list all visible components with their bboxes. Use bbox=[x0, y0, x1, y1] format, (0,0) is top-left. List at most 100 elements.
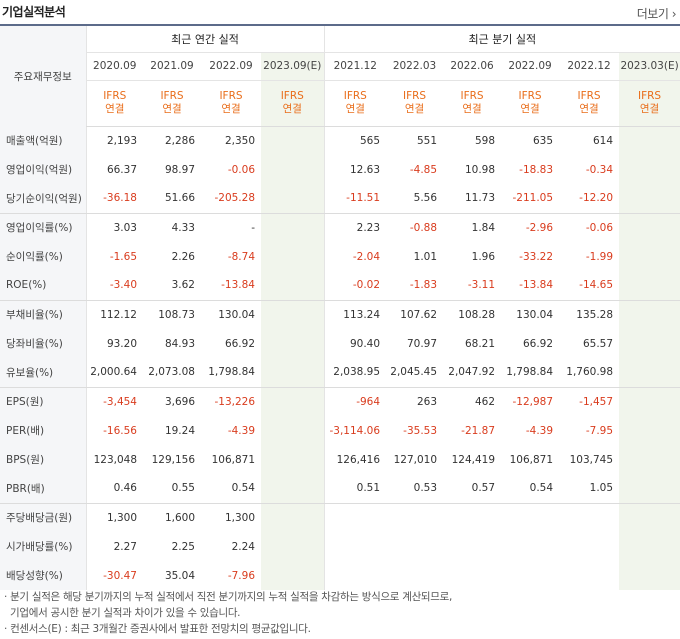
data-cell: -4.85 bbox=[409, 163, 438, 176]
data-cell: -7.95 bbox=[585, 424, 614, 437]
ifrs-top: IFRS bbox=[219, 90, 243, 102]
row-label: EPS(원) bbox=[0, 387, 86, 416]
data-cell: -13.84 bbox=[201, 271, 261, 301]
row-label: PBR(배) bbox=[0, 474, 86, 504]
data-cell bbox=[386, 561, 443, 590]
data-cell: 2,000.64 bbox=[85, 358, 143, 388]
data-cell bbox=[261, 503, 325, 532]
data-cell: 113.24 bbox=[323, 300, 387, 329]
data-cell: 2,350 bbox=[224, 134, 255, 147]
data-cell bbox=[261, 329, 325, 358]
data-cell: -13.84 bbox=[501, 271, 560, 301]
table-row: BPS(원) 123,048 129,156 106,871 126,416 127,01… bbox=[0, 445, 680, 474]
data-cell: -7.96 bbox=[227, 569, 255, 582]
data-cell: 551 bbox=[416, 134, 438, 147]
data-cell bbox=[443, 561, 501, 590]
data-cell: -205.28 bbox=[201, 184, 261, 214]
data-cell: 68.21 bbox=[464, 337, 496, 350]
data-cell: -12,987 bbox=[512, 395, 554, 408]
data-cell bbox=[619, 387, 680, 416]
period-header: 2022.09 bbox=[201, 52, 261, 81]
data-cell: -35.53 bbox=[403, 424, 438, 437]
ifrs-bottom: 연결 bbox=[639, 103, 660, 115]
data-cell bbox=[261, 242, 325, 271]
data-cell: 1,760.98 bbox=[559, 358, 620, 388]
data-cell bbox=[619, 358, 680, 388]
data-cell: 2,047.92 bbox=[443, 358, 502, 388]
data-cell: -16.56 bbox=[85, 416, 143, 445]
table-row: 시가배당률(%) 2.27 2.25 2.24 bbox=[0, 532, 680, 561]
data-cell: 0.54 bbox=[501, 474, 560, 504]
data-cell bbox=[501, 503, 559, 532]
period-header: 2020.09 bbox=[85, 52, 143, 81]
data-cell: -14.65 bbox=[559, 271, 620, 301]
row-label: 주당배당금(원) bbox=[0, 503, 86, 532]
data-cell bbox=[619, 416, 680, 445]
data-cell: 123,048 bbox=[85, 445, 143, 474]
data-cell bbox=[386, 532, 443, 561]
data-cell bbox=[559, 561, 619, 590]
data-cell: 130.04 bbox=[218, 308, 255, 321]
data-cell: -12.20 bbox=[559, 184, 620, 214]
ifrs-label: IFRS 연결 bbox=[386, 80, 444, 127]
data-cell bbox=[619, 300, 680, 329]
data-cell: 51.66 bbox=[143, 184, 201, 214]
data-cell: 0.46 bbox=[85, 474, 143, 504]
data-cell: -33.22 bbox=[519, 250, 554, 263]
data-cell: 1,300 bbox=[224, 511, 255, 524]
data-cell bbox=[261, 126, 325, 155]
data-cell: -211.05 bbox=[501, 184, 560, 214]
ifrs-top: IFRS bbox=[460, 90, 484, 102]
data-cell: 65.57 bbox=[582, 337, 614, 350]
period-header: 2021.12 bbox=[323, 52, 387, 81]
data-cell: 11.73 bbox=[443, 184, 502, 214]
row-label: 유보율(%) bbox=[0, 358, 86, 388]
ifrs-label: IFRS 연결 bbox=[619, 80, 680, 127]
ifrs-label: IFRS 연결 bbox=[201, 80, 261, 127]
row-label: 매출액(억원) bbox=[0, 126, 86, 155]
data-cell: -1,457 bbox=[579, 395, 614, 408]
data-cell: 35.04 bbox=[164, 569, 195, 582]
data-cell bbox=[261, 561, 325, 590]
ifrs-top: IFRS bbox=[638, 90, 662, 102]
ifrs-top: IFRS bbox=[402, 90, 427, 102]
ifrs-top: IFRS bbox=[280, 90, 304, 102]
ifrs-bottom: 연결 bbox=[345, 103, 365, 115]
data-cell: 106,871 bbox=[509, 453, 554, 466]
table-row: 영업이익(억원) 66.37 98.97 -0.06 12.63 -4.85 10.98 -1… bbox=[0, 155, 680, 184]
ifrs-top: IFRS bbox=[160, 90, 184, 102]
period-header: 2021.09 bbox=[143, 52, 201, 81]
data-cell: 598 bbox=[474, 134, 496, 147]
data-cell: 112.12 bbox=[85, 300, 143, 329]
data-cell: 126,416 bbox=[323, 445, 387, 474]
data-cell: 3.03 bbox=[85, 213, 143, 242]
data-cell: -0.88 bbox=[409, 221, 438, 234]
data-cell: 2.23 bbox=[323, 213, 387, 242]
data-cell bbox=[261, 532, 325, 561]
ifrs-bottom: 연결 bbox=[579, 103, 599, 115]
data-cell bbox=[261, 213, 325, 242]
data-cell: 2,073.08 bbox=[143, 358, 201, 388]
data-cell: 2.27 bbox=[85, 532, 143, 561]
data-cell bbox=[559, 532, 619, 561]
period-header: 2023.09(E) bbox=[261, 52, 325, 81]
data-cell: -30.47 bbox=[85, 561, 143, 590]
table-row: 주당배당금(원) 1,300 1,600 1,300 bbox=[0, 503, 680, 532]
data-cell: 90.40 bbox=[323, 329, 387, 358]
table-row: 영업이익률(%) 3.03 4.33 - 2.23 -0.88 1.84 -2.96 -0.06 bbox=[0, 213, 680, 242]
data-cell: 3,696 bbox=[164, 395, 195, 408]
data-cell bbox=[443, 532, 501, 561]
table-row: 부채비율(%) 112.12 108.73 130.04 113.24 107.62 108… bbox=[0, 300, 680, 329]
data-cell: 107.62 bbox=[400, 308, 438, 321]
data-cell bbox=[619, 184, 680, 214]
data-cell: 1.01 bbox=[413, 250, 438, 263]
section-title: 기업실적분석 bbox=[2, 5, 66, 19]
more-link[interactable]: 더보기 › bbox=[636, 7, 677, 21]
table-row: 당기순이익(억원) -36.18 51.66 -205.28 -11.51 5.56 11.… bbox=[0, 184, 680, 214]
data-cell: 2,038.95 bbox=[323, 358, 387, 388]
data-cell: 70.97 bbox=[406, 337, 438, 350]
footnote-2: 기업에서 공시한 분기 실적과 차이가 있을 수 있습니다. bbox=[10, 607, 241, 619]
data-cell: - bbox=[251, 221, 255, 234]
data-cell: 2.24 bbox=[231, 540, 255, 553]
data-cell bbox=[261, 271, 325, 301]
